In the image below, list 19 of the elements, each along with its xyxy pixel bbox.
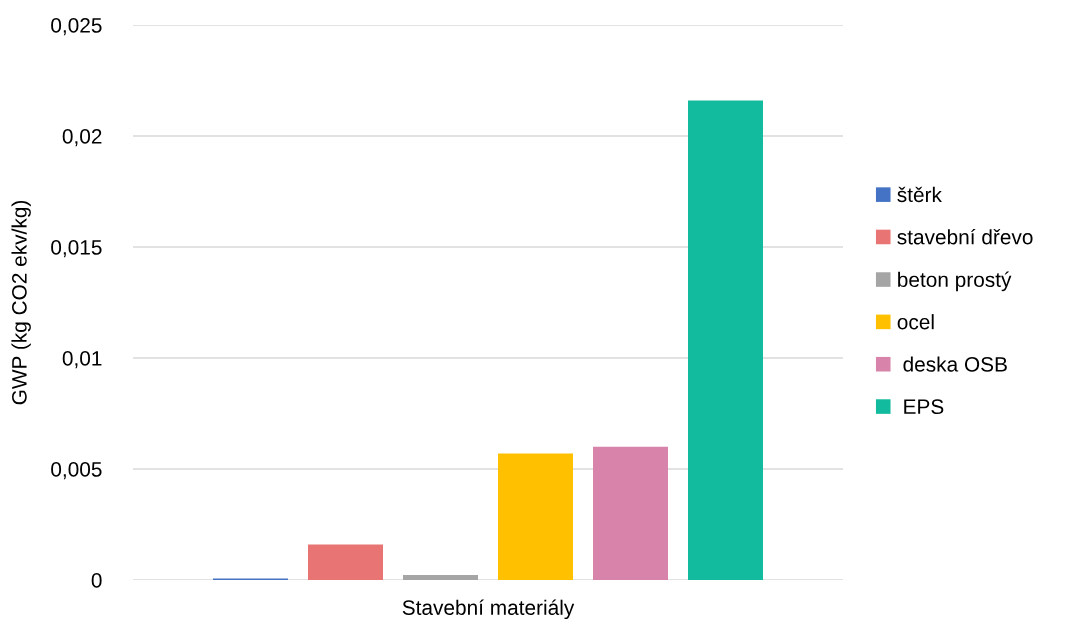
y-tick-label: 0,005 [51, 462, 102, 480]
legend-label: EPS [904, 399, 944, 415]
bar [308, 544, 383, 580]
y-tick-label: 0,01 [62, 351, 102, 369]
y-tick-label: 0,015 [51, 240, 102, 258]
y-tick-label: 0,025 [51, 18, 102, 36]
bar [403, 574, 478, 580]
legend-label: beton prostý [898, 271, 1012, 292]
y-tick-label: 0 [91, 573, 102, 588]
y-tick-label: 0,02 [62, 129, 102, 147]
bar [593, 446, 668, 580]
legend-label: ocel [897, 314, 934, 330]
y-axis-title: GWP (kg CO2 ekv/kg) [11, 200, 31, 405]
bar [498, 453, 573, 580]
legend-label: stavební dřevo [897, 228, 1033, 245]
bar [688, 100, 763, 580]
legend-label: štěrk [897, 186, 942, 203]
x-tick-label: Stavební materiály [402, 599, 575, 620]
legend-label: deska OSB [903, 356, 1007, 372]
